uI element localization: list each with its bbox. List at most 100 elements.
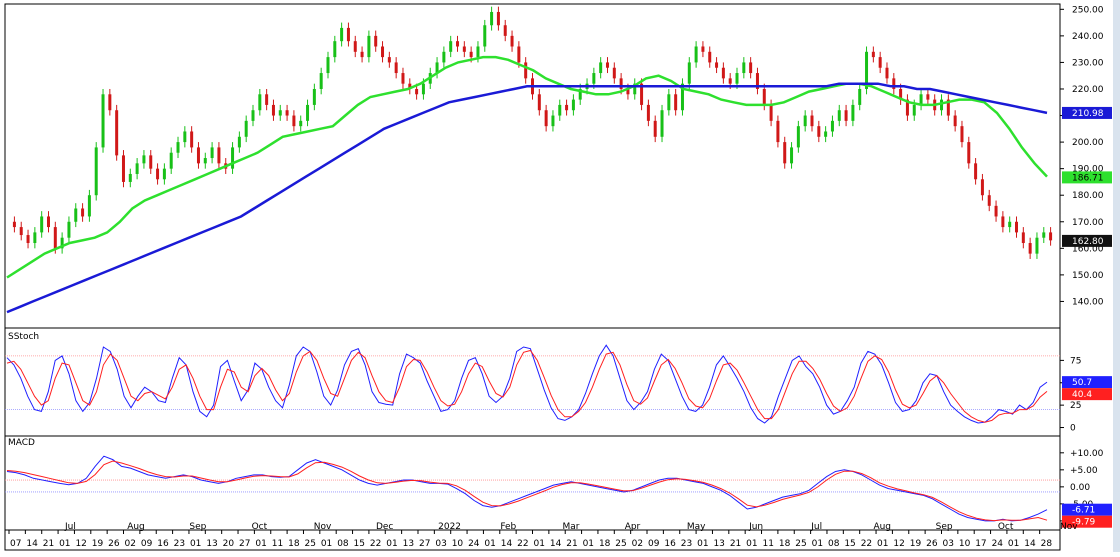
price-panel: 140.00 150.00 160.00 170.00 180.00 190.00 200.… — [6, 5, 1112, 314]
candle-body — [462, 46, 466, 52]
candle-body — [824, 131, 828, 137]
x-day-label: 21 — [43, 539, 54, 549]
candle-body — [837, 110, 841, 121]
stoch-tick-label: 25 — [1070, 401, 1081, 411]
x-day-label: 26 — [108, 539, 120, 549]
candle-body — [496, 11, 500, 26]
candle-body — [749, 62, 753, 74]
x-day-label: 01 — [746, 539, 757, 549]
price-tick-label: 150.00 — [1072, 271, 1104, 281]
candle-body — [762, 88, 766, 105]
macd-panel-title: MACD — [8, 438, 35, 448]
candle-body — [210, 147, 214, 159]
candle-body — [524, 62, 528, 79]
x-day-label: 09 — [648, 539, 660, 549]
candle-body — [74, 208, 78, 222]
candle-body — [701, 46, 705, 52]
x-day-label: 01 — [697, 539, 708, 549]
x-day-label: 15 — [354, 539, 365, 549]
candle-body — [394, 62, 398, 74]
x-month-label: Nov — [1060, 522, 1078, 532]
candle-body — [265, 94, 269, 105]
candle-body — [619, 78, 623, 89]
candle-body — [599, 62, 603, 74]
x-day-label: 24 — [992, 539, 1004, 549]
stoch-value-label: 50.7 — [1072, 378, 1092, 388]
candle-body — [667, 94, 671, 111]
candle-body — [251, 110, 255, 121]
x-day-label: 14 — [1024, 539, 1036, 549]
price-frame — [4, 3, 1061, 329]
candle-body — [476, 46, 480, 58]
candle-body — [19, 227, 23, 236]
candle-body — [544, 110, 548, 127]
candle-body — [660, 110, 664, 137]
x-month-label: Sep — [936, 522, 953, 532]
x-day-label: 17 — [975, 539, 986, 549]
price-tick-label: 160.00 — [1072, 244, 1104, 254]
candle-body — [285, 110, 289, 116]
last-close-box — [1062, 234, 1112, 247]
candle-body — [558, 104, 562, 116]
x-month-label: Mar — [563, 522, 580, 532]
x-month-label: Dec — [376, 522, 393, 532]
candle-body — [442, 51, 446, 63]
candle-body — [892, 78, 896, 89]
last-close-label: 162.80 — [1072, 237, 1104, 247]
x-day-label: 19 — [92, 539, 104, 549]
candle-body — [60, 237, 64, 249]
x-day-label: 10 — [959, 539, 971, 549]
candle-body — [612, 67, 616, 79]
x-month-label: Sep — [189, 522, 206, 532]
candle-body — [231, 147, 235, 169]
candle-body — [346, 27, 350, 42]
x-day-label: 08 — [337, 539, 349, 549]
x-day-label: 10 — [452, 539, 464, 549]
candle-body — [326, 57, 330, 74]
x-day-label: 11 — [272, 539, 283, 549]
candle-body — [1042, 232, 1046, 238]
candle-body — [871, 51, 875, 58]
stoch-tick-label: 0 — [1070, 424, 1076, 434]
candle-body — [1001, 216, 1005, 228]
x-day-label: 01 — [812, 539, 823, 549]
x-month-label: Apr — [625, 522, 641, 532]
candle-body — [578, 88, 582, 100]
candle-body — [469, 51, 473, 58]
price-tick-label: 200.00 — [1072, 138, 1104, 148]
x-day-label: 18 — [779, 539, 791, 549]
x-day-label: 12 — [75, 539, 86, 549]
candle-body — [646, 104, 650, 121]
x-day-label: 23 — [681, 539, 692, 549]
candle-body — [755, 73, 759, 89]
candle-body — [333, 41, 337, 58]
x-month-label: 2022 — [438, 522, 461, 532]
candle-body — [135, 163, 139, 174]
candle-body — [674, 94, 678, 111]
x-day-label: 15 — [844, 539, 855, 549]
candle-body — [374, 35, 378, 47]
x-day-label: 14 — [26, 539, 38, 549]
x-day-label: 02 — [632, 539, 643, 549]
x-day-label: 08 — [828, 539, 840, 549]
candle-body — [312, 88, 316, 105]
x-day-label: 03 — [942, 539, 953, 549]
price-tick-label: 180.00 — [1072, 191, 1104, 201]
x-day-label: 23 — [174, 539, 185, 549]
candle-body — [483, 25, 487, 47]
x-day-label: 02 — [125, 539, 136, 549]
x-day-label: 25 — [615, 539, 626, 549]
ma-value-label: 186.71 — [1072, 173, 1104, 183]
stoch-value-label: 40.4 — [1072, 390, 1092, 400]
macd-line-0 — [6, 455, 1048, 522]
candle-body — [415, 88, 419, 95]
x-month-label: Oct — [998, 522, 1014, 532]
candle-body — [783, 142, 787, 164]
x-day-label: 13 — [206, 539, 217, 549]
x-day-label: 07 — [10, 539, 21, 549]
x-day-label: 16 — [157, 539, 169, 549]
candle-body — [115, 110, 119, 156]
candle-body — [306, 104, 310, 121]
candle-body — [537, 94, 541, 111]
candle-body — [456, 41, 460, 47]
